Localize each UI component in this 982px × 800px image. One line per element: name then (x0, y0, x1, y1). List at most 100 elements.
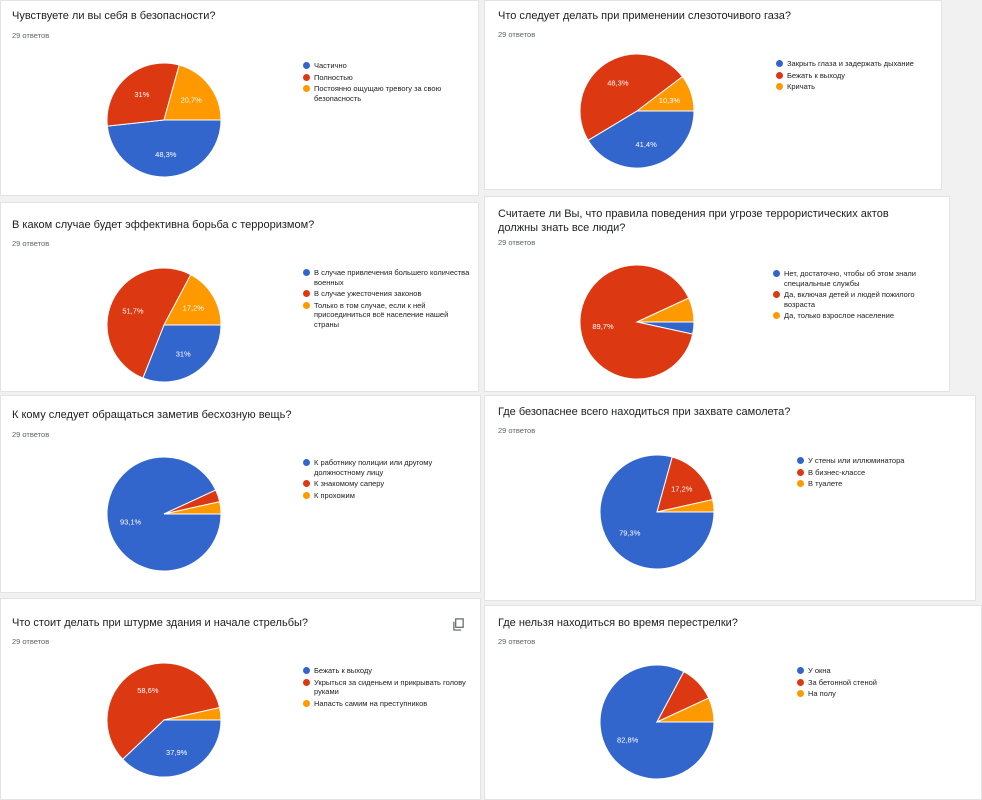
legend-item: В туалете (797, 479, 967, 489)
legend-item: За бетонной стеной (797, 678, 967, 688)
legend-label: К знакомому саперу (314, 479, 385, 488)
legend-swatch (303, 699, 310, 707)
legend-item: Закрыть глаза и задержать дыхание (776, 59, 946, 69)
question-card (484, 395, 976, 601)
legend-swatch (303, 491, 310, 499)
legend-swatch (776, 83, 783, 90)
legend-item: Бежать к выходу (303, 666, 473, 676)
legend-item: Постоянно ощущаю тревогу за свою безопас… (303, 84, 473, 103)
question-title: Что стоит делать при штурме здания и нач… (12, 617, 309, 629)
legend-label: Полностью (314, 72, 353, 82)
question-card (0, 598, 481, 800)
legend-swatch (303, 678, 310, 686)
legend-swatch (303, 667, 310, 674)
legend-swatch (797, 480, 804, 487)
question-title: Считаете ли Вы, что правила поведения пр… (498, 208, 889, 234)
legend-label: В бизнес-классе (808, 467, 866, 477)
legend-item: Да, включая детей и людей пожилого возра… (773, 290, 943, 309)
copy-icon[interactable] (452, 618, 465, 631)
response-count: 29 ответов (12, 239, 50, 248)
legend-label: Кричать (787, 82, 815, 91)
legend-swatch (776, 71, 783, 79)
legend-label: Да, только взрослое население (784, 311, 895, 320)
response-count: 29 ответов (498, 238, 536, 247)
legend-item: Напасть самим на преступников (303, 699, 473, 709)
legend-label: Напасть самим на преступников (314, 698, 428, 708)
chart-legend: Частично Полностью Постоянно ощущаю тревог… (303, 61, 473, 105)
legend-label: Да, включая детей и людей пожилого возра… (784, 290, 915, 309)
legend-label: Нет, достаточно, чтобы об этом знали спе… (784, 269, 917, 288)
legend-item: Кричать (776, 82, 946, 92)
legend-item: У окна (797, 666, 967, 676)
legend-swatch (303, 62, 310, 69)
legend-swatch (797, 667, 804, 674)
question-title: Чувствуете ли вы себя в безопасности? (12, 10, 216, 22)
legend-item: Да, только взрослое население (773, 311, 943, 321)
question-card (0, 202, 479, 392)
legend-item: К работнику полиции или другому должност… (303, 458, 473, 477)
response-count: 29 ответов (12, 31, 50, 40)
question-card (484, 196, 950, 392)
legend-label: За бетонной стеной (808, 677, 877, 687)
legend-swatch (773, 291, 780, 298)
legend-label: В случае ужесточения законов (314, 289, 422, 298)
legend-swatch (776, 60, 783, 67)
response-count: 29 ответов (12, 430, 50, 439)
legend-label: В случае привлечения большего количества… (314, 268, 470, 287)
legend-item: В случае ужесточения законов (303, 289, 473, 299)
legend-item: У стены или иллюминатора (797, 456, 967, 466)
question-card (0, 0, 479, 196)
response-count: 29 ответов (498, 30, 536, 39)
legend-label: Постоянно ощущаю тревогу за свою безопас… (314, 84, 442, 103)
legend-item: Частично (303, 61, 473, 71)
legend-item: Нет, достаточно, чтобы об этом знали спе… (773, 269, 943, 288)
legend-swatch (303, 269, 310, 276)
legend-item: На полу (797, 689, 967, 699)
legend-label: Закрыть глаза и задержать дыхание (787, 59, 914, 68)
legend-swatch (797, 678, 804, 686)
question-card (484, 605, 982, 800)
question-title: Где нельзя находиться во время перестрел… (498, 617, 738, 629)
legend-swatch (303, 459, 310, 466)
response-count: 29 ответов (12, 637, 50, 646)
question-title: К кому следует обращаться заметив бесхоз… (12, 409, 292, 421)
chart-legend: В случае привлечения большего количества… (303, 268, 473, 331)
legend-label: Только в том случае, если к ней присоеди… (314, 300, 449, 329)
question-card (484, 0, 942, 190)
chart-legend: Бежать к выходу Укрыться за сиденьем и пр… (303, 666, 473, 710)
question-title: Что следует делать при применении слезот… (498, 10, 792, 22)
legend-swatch (303, 73, 310, 81)
legend-swatch (797, 468, 804, 476)
response-count: 29 ответов (498, 637, 536, 646)
legend-item: Полностью (303, 73, 473, 83)
legend-label: Бежать к выходу (787, 70, 845, 80)
legend-swatch (303, 301, 310, 309)
legend-item: Бежать к выходу (776, 71, 946, 81)
legend-swatch (303, 85, 310, 92)
legend-item: Только в том случае, если к ней присоеди… (303, 301, 473, 330)
chart-legend: Нет, достаточно, чтобы об этом знали спе… (773, 269, 943, 323)
question-title: Где безопаснее всего находиться при захв… (498, 406, 791, 418)
legend-item: Укрыться за сиденьем и прикрывать голову… (303, 678, 473, 697)
legend-swatch (773, 312, 780, 319)
legend-swatch (797, 690, 804, 697)
legend-swatch (303, 480, 310, 487)
legend-label: У окна (808, 666, 831, 675)
legend-label: У стены или иллюминатора (808, 456, 905, 465)
chart-legend: К работнику полиции или другому должност… (303, 458, 473, 502)
legend-label: Частично (314, 61, 347, 70)
chart-legend: У стены или иллюминатора В бизнес-классе В… (797, 456, 967, 491)
legend-label: К прохожим (314, 490, 355, 500)
legend-item: К знакомому саперу (303, 479, 473, 489)
response-count: 29 ответов (498, 426, 536, 435)
legend-label: На полу (808, 689, 836, 698)
chart-legend: У окна За бетонной стеной На полу (797, 666, 967, 701)
legend-item: В случае привлечения большего количества… (303, 268, 473, 287)
legend-label: К работнику полиции или другому должност… (314, 458, 433, 477)
legend-swatch (773, 270, 780, 277)
legend-label: Бежать к выходу (314, 666, 372, 675)
legend-label: В туалете (808, 479, 843, 488)
question-title: В каком случае будет эффективна борьба с… (12, 219, 315, 231)
question-card (0, 395, 481, 593)
legend-swatch (797, 457, 804, 464)
